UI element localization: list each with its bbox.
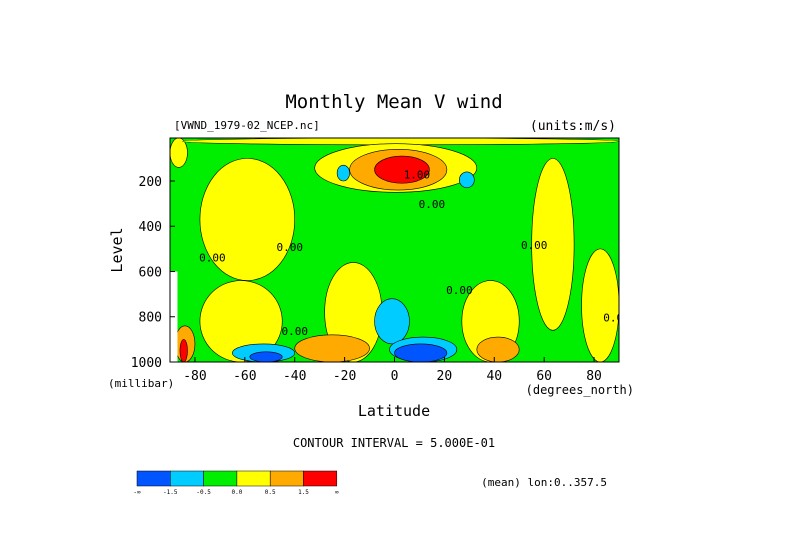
- contour-region-11: [294, 334, 370, 362]
- contour-region-16: [374, 298, 410, 345]
- x-tick-label-1: -60: [233, 369, 256, 384]
- contour-region-15: [179, 339, 188, 362]
- contour-interval-label: CONTOUR INTERVAL = 5.000E-01: [293, 436, 495, 450]
- contour-label-2: 0.00: [281, 325, 308, 338]
- x-axis-label: Latitude: [358, 402, 430, 420]
- colorbar-swatch-1: [170, 470, 204, 487]
- contour-region-3: [199, 280, 283, 362]
- colorbar-label-1: -1.5: [163, 489, 178, 496]
- y-tick-label-4: 1000: [131, 356, 162, 371]
- contour-region-21: [249, 351, 283, 362]
- contour-region-19: [336, 164, 350, 182]
- x-tick-label-0: -80: [183, 369, 206, 384]
- colorbar-label-5: 1.5: [298, 489, 309, 496]
- contour-label-7: 0.00: [603, 311, 630, 324]
- colorbar-label-3: 0.0: [231, 489, 242, 496]
- contour-labels: 0.00 0.00 0.00 1.00 0.00 0.00 0.00 0.00: [199, 169, 630, 338]
- x-tick-label-3: -20: [333, 369, 356, 384]
- x-tick-label-5: 20: [437, 369, 453, 384]
- contour-region-1: [170, 138, 188, 168]
- colorbar: -∞ -1.5 -0.5 0.0 0.5 1.5 ∞: [133, 470, 339, 496]
- contour-region-12: [476, 336, 520, 362]
- colorbar-swatch-2: [203, 470, 238, 487]
- contour-label-4: 0.00: [419, 198, 446, 211]
- colorbar-swatch-3: [236, 470, 271, 487]
- x-tick-label-8: 80: [586, 369, 602, 384]
- colorbar-label-0: -∞: [133, 489, 141, 496]
- contour-region-14: [374, 155, 430, 184]
- mean-label: (mean) lon:0..357.5: [481, 476, 607, 489]
- contour-region-9: [581, 248, 619, 362]
- colorbar-swatch-0: [136, 470, 171, 487]
- y-axis-units: (millibar): [108, 377, 174, 390]
- contour-label-6: 0.00: [521, 239, 548, 252]
- x-axis-units: (degrees_north): [526, 383, 634, 397]
- x-tick-label-4: 0: [391, 369, 399, 384]
- contour-label-5: 0.00: [446, 284, 473, 297]
- contour-label-0: 0.00: [199, 251, 226, 264]
- colorbar-label-6: ∞: [335, 489, 339, 496]
- units-label: (units:m/s): [530, 119, 616, 134]
- colorbar-swatch-4: [269, 470, 304, 487]
- axis-ticks: -80 -60 -40 -20 0 20 40 60 80 200 400 600 800 1000: [131, 175, 602, 384]
- y-tick-label-0: 200: [139, 175, 162, 190]
- colorbar-label-4: 0.5: [265, 489, 276, 496]
- contour-region-20: [459, 171, 475, 189]
- x-tick-label-2: -40: [283, 369, 306, 384]
- x-tick-label-7: 60: [536, 369, 552, 384]
- y-tick-label-3: 800: [139, 311, 162, 326]
- y-axis-label: Level: [108, 227, 126, 272]
- y-tick-label-2: 600: [139, 265, 162, 280]
- dataset-label: [VWND_1979-02_NCEP.nc]: [174, 119, 320, 132]
- contour-region-22: [394, 343, 448, 362]
- chart-title: Monthly Mean V wind: [285, 91, 502, 113]
- contour-label-3: 1.00: [404, 169, 431, 182]
- contour-region-2: [199, 158, 296, 281]
- plot-regions: [170, 138, 619, 362]
- colorbar-label-2: -0.5: [196, 489, 211, 496]
- contour-label-1: 0.00: [276, 241, 303, 254]
- contour-region-8: [531, 158, 575, 331]
- colorbar-swatch-5: [303, 470, 338, 487]
- x-tick-label-6: 40: [486, 369, 502, 384]
- y-tick-label-1: 400: [139, 220, 162, 235]
